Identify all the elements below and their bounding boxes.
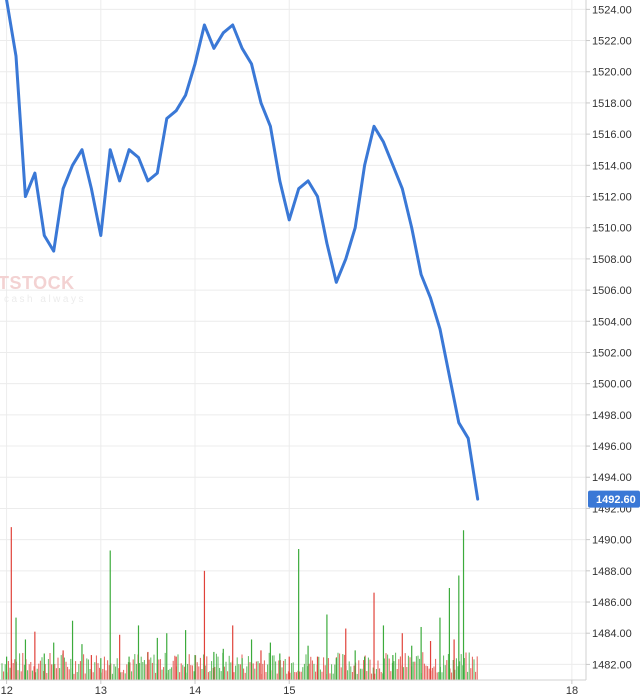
- x-tick-label: 14: [189, 685, 201, 696]
- price-point: [146, 179, 150, 183]
- last-value-badge-bg: [588, 490, 640, 508]
- price-point: [476, 497, 479, 501]
- price-point: [222, 31, 225, 34]
- y-tick-label: 1496.00: [592, 441, 632, 453]
- price-point: [80, 148, 84, 151]
- x-axis: 12 13 14 15 18: [1, 680, 578, 696]
- price-point: [448, 374, 451, 378]
- price-point: [269, 125, 272, 128]
- price-point: [278, 179, 282, 183]
- price-point: [14, 54, 18, 58]
- y-tick-label: 1484.00: [592, 628, 632, 640]
- price-point: [306, 179, 310, 183]
- price-point: [382, 140, 385, 144]
- price-point: [410, 226, 413, 229]
- y-tick-label: 1520.00: [592, 67, 632, 79]
- x-tick-label: 12: [1, 685, 13, 696]
- price-point: [203, 23, 206, 27]
- y-tick-label: 1502.00: [592, 347, 632, 359]
- last-value-label: 1492.60: [596, 494, 636, 506]
- watermark-text: TSTOCK: [0, 273, 75, 293]
- price-point: [193, 62, 197, 66]
- y-tick-label: 1488.00: [592, 566, 632, 578]
- y-axis: 1524.00 1522.00 1520.00 1518.00 1516.00 1514.…: [586, 4, 632, 671]
- y-tick-label: 1482.00: [592, 659, 632, 671]
- y-tick-label: 1514.00: [592, 160, 632, 172]
- price-point: [344, 257, 347, 261]
- y-tick-label: 1508.00: [592, 254, 632, 266]
- y-tick-label: 1518.00: [592, 98, 632, 110]
- y-tick-label: 1494.00: [592, 472, 632, 484]
- price-line: [5, 0, 480, 501]
- watermark: TSTOCK cash always: [0, 273, 86, 305]
- price-point: [99, 234, 103, 237]
- grid: [0, 0, 586, 680]
- y-tick-label: 1490.00: [592, 535, 632, 547]
- volume-bars: [1, 527, 478, 680]
- y-tick-label: 1524.00: [592, 4, 632, 16]
- price-point: [240, 47, 244, 50]
- price-point: [24, 195, 27, 198]
- y-tick-label: 1522.00: [592, 36, 632, 48]
- price-point: [419, 273, 423, 276]
- price-point: [363, 164, 366, 167]
- price-point: [61, 187, 65, 190]
- x-tick-label: 13: [95, 685, 107, 696]
- price-point: [438, 327, 442, 331]
- price-point: [325, 242, 329, 245]
- y-tick-label: 1504.00: [592, 316, 632, 328]
- x-tick-label: 15: [283, 685, 295, 696]
- price-point: [52, 249, 55, 253]
- price-point: [165, 117, 168, 120]
- price-point: [118, 179, 121, 183]
- y-tick-label: 1516.00: [592, 129, 632, 141]
- price-point: [297, 187, 300, 190]
- price-point: [137, 156, 140, 159]
- y-tick-label: 1510.00: [592, 223, 632, 235]
- price-point: [353, 226, 357, 229]
- price-point: [429, 296, 432, 300]
- y-tick-label: 1486.00: [592, 597, 632, 609]
- price-point: [391, 164, 395, 167]
- price-point: [316, 195, 319, 198]
- price-point: [457, 421, 461, 424]
- y-tick-label: 1512.00: [592, 192, 632, 204]
- price-point: [250, 62, 253, 66]
- price-point: [372, 125, 376, 128]
- y-tick-label: 1500.00: [592, 379, 632, 391]
- price-point: [90, 187, 93, 190]
- price-point: [127, 148, 131, 151]
- price-point: [212, 47, 216, 50]
- watermark-subtext: cash always: [4, 294, 86, 305]
- price-point: [109, 148, 112, 151]
- x-tick-label: 18: [566, 685, 578, 696]
- price-point: [156, 171, 159, 175]
- price-point: [43, 234, 46, 237]
- last-value-badge: 1492.60: [588, 490, 640, 508]
- y-tick-label: 1498.00: [592, 410, 632, 422]
- price-point: [335, 281, 338, 284]
- price-point: [288, 218, 291, 222]
- price-point: [401, 187, 404, 190]
- price-point: [174, 109, 178, 112]
- price-point: [231, 23, 234, 27]
- price-point: [71, 164, 74, 167]
- price-point: [184, 93, 187, 97]
- price-point: [259, 101, 263, 105]
- price-point: [33, 171, 37, 175]
- price-point: [467, 437, 470, 440]
- y-tick-label: 1506.00: [592, 285, 632, 297]
- price-point: [5, 0, 8, 2]
